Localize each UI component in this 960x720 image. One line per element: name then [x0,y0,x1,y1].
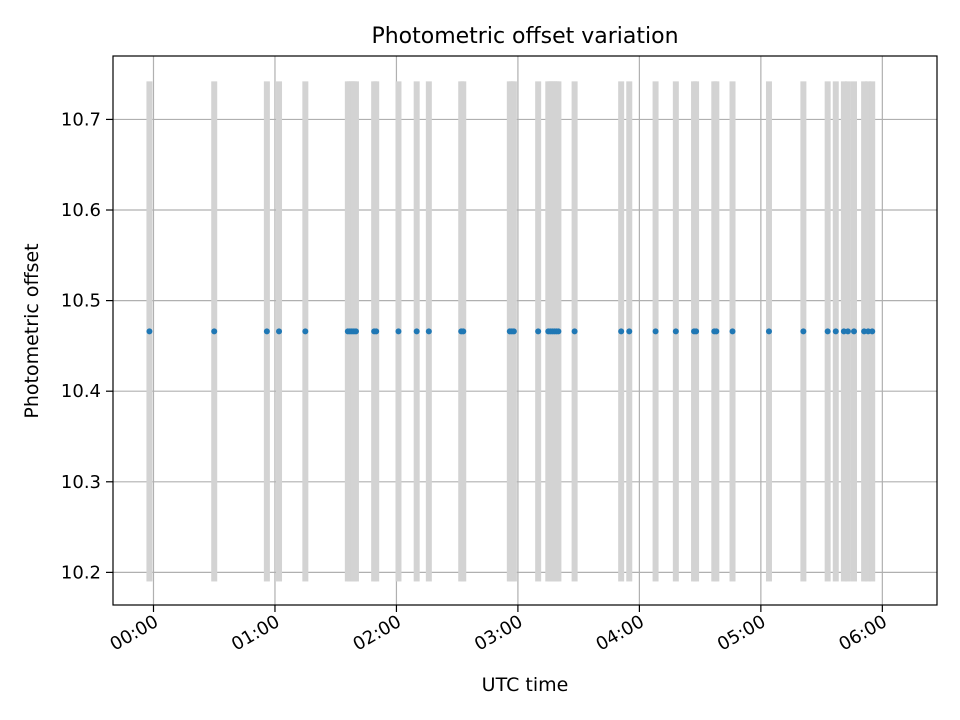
data-point [652,328,659,335]
data-point [844,328,851,335]
data-point [510,328,517,335]
y-axis-ticks: 10.2 10.3 10.4 10.5 10.6 10.7 [61,109,113,583]
plot-frame [112,55,938,606]
data-point [672,328,679,335]
y-tick-label: 10.6 [61,200,101,221]
x-axis-label: UTC time [482,674,569,696]
data-point [395,328,402,335]
y-tick-label: 10.5 [61,291,101,312]
data-point [832,328,839,335]
data-point [535,328,542,335]
grid-layer [113,56,937,605]
x-tick-label: 04:00 [592,611,647,655]
point-layer [146,328,876,335]
data-point [211,328,218,335]
data-point [413,328,420,335]
data-point [302,328,309,335]
data-point [263,328,270,335]
data-point [425,328,432,335]
y-tick-label: 10.2 [61,562,101,583]
y-tick-label: 10.7 [61,109,101,130]
data-point [824,328,831,335]
data-point [693,328,700,335]
data-point [729,328,736,335]
chart-title: Photometric offset variation [371,24,678,49]
data-point [869,328,876,335]
y-tick-label: 10.4 [61,381,101,402]
data-point [276,328,283,335]
y-axis-label: Photometric offset [21,243,43,418]
y-tick-label: 10.3 [61,472,101,493]
x-tick-label: 01:00 [228,611,283,655]
data-point [555,328,562,335]
data-point [618,328,625,335]
x-tick-label: 05:00 [714,611,769,655]
data-point [373,328,380,335]
data-point [626,328,633,335]
data-point [800,328,807,335]
x-tick-label: 02:00 [350,611,405,655]
x-axis-ticks: 00:00 01:00 02:00 03:00 04:00 05:00 06:00 [107,605,891,655]
data-point [146,328,153,335]
x-tick-label: 03:00 [471,611,526,655]
data-point [850,328,857,335]
data-point [460,328,467,335]
data-point [352,328,359,335]
data-point [713,328,720,335]
data-point [571,328,578,335]
x-tick-label: 00:00 [107,611,162,655]
x-tick-label: 06:00 [835,611,890,655]
data-point [765,328,772,335]
